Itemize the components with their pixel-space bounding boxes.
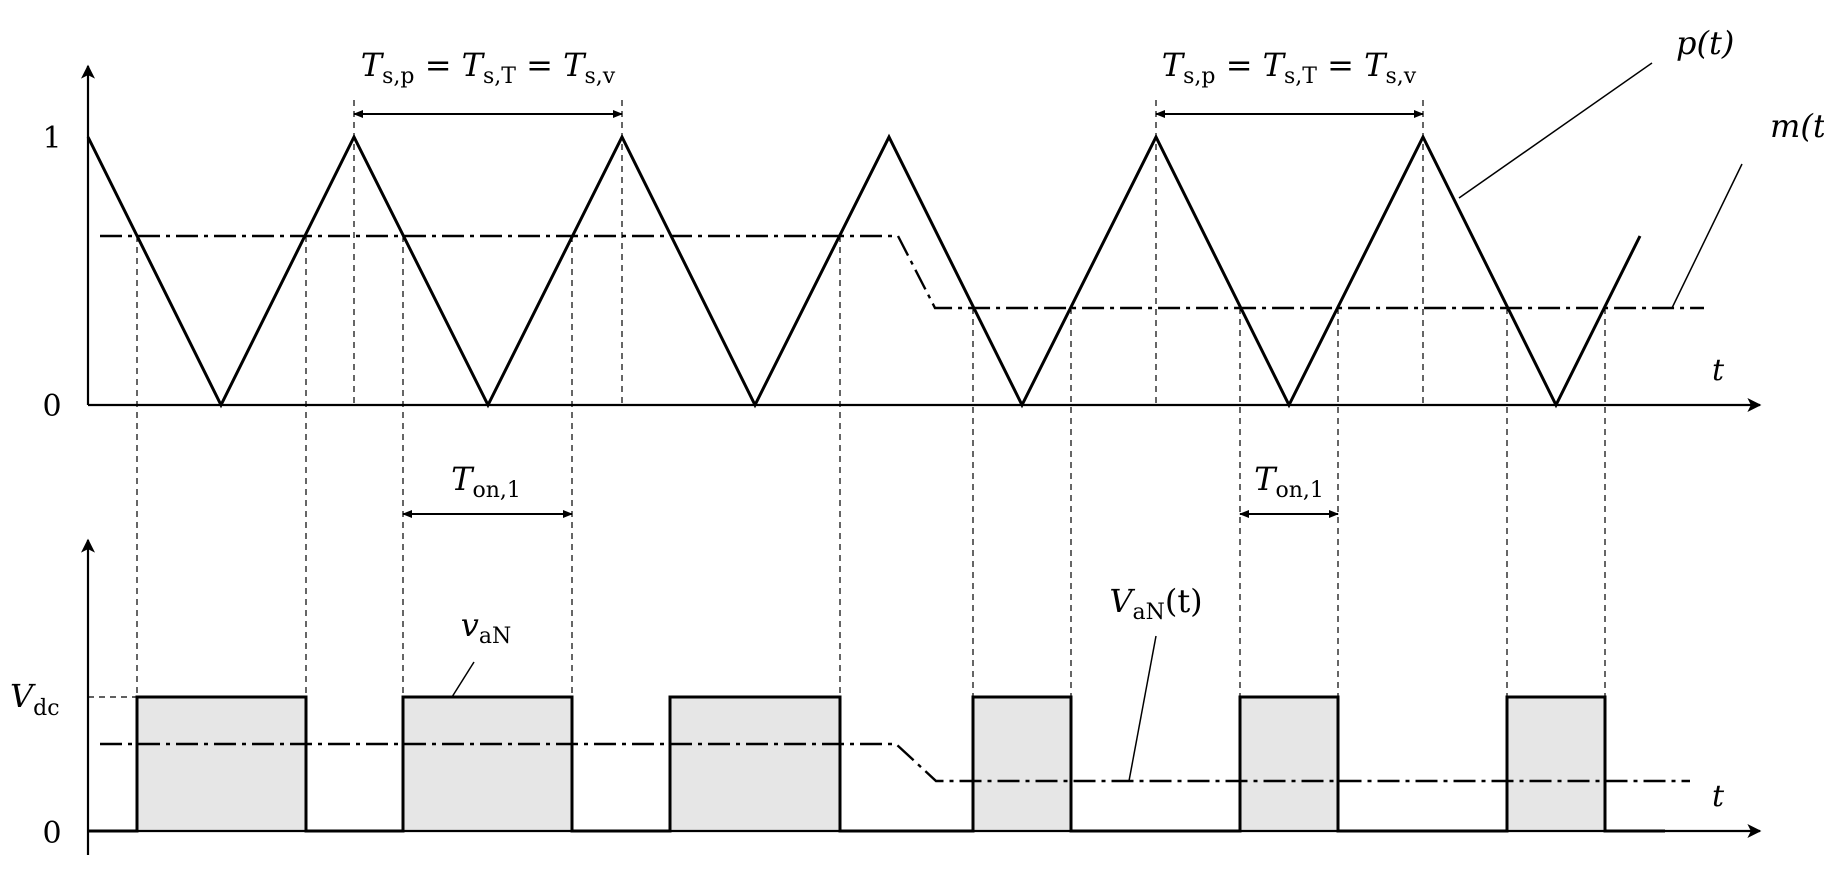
- switching-waveform: [88, 695, 1665, 833]
- ton-label-right: Ton,1: [1254, 460, 1324, 503]
- switching-pulses: [137, 697, 1605, 831]
- modulation-waveform: [100, 234, 1704, 310]
- pulse-4: [973, 697, 1071, 831]
- period-label-right: Ts,p = Ts,T = Ts,v: [1162, 46, 1417, 89]
- switching-label: vaN: [461, 606, 511, 649]
- leader-lines: [451, 62, 1743, 782]
- ton-label-left: Ton,1: [451, 460, 521, 503]
- switching-leader: [451, 661, 475, 698]
- carrier-label: p(t): [1676, 24, 1734, 62]
- average-label: VaN(t): [1109, 582, 1202, 625]
- bottom-y-tick-zero: 0: [42, 816, 61, 851]
- pulse-3: [670, 697, 840, 831]
- dimension-arrows: [353, 110, 1424, 518]
- top-y-tick-one: 1: [42, 121, 61, 156]
- pulse-1: [137, 697, 306, 831]
- bottom-t-label: t: [1712, 779, 1725, 814]
- average-leader: [1128, 635, 1157, 782]
- top-t-label: t: [1712, 353, 1725, 388]
- carrier-waveform: [86, 133, 1642, 409]
- pulse-2: [403, 697, 572, 831]
- modulation-leader: [1671, 163, 1743, 309]
- period-label-left: Ts,p = Ts,T = Ts,v: [361, 46, 616, 89]
- top-y-tick-zero: 0: [42, 389, 61, 424]
- projection-lines: [88, 100, 1606, 698]
- average-waveform: [100, 742, 1690, 783]
- modulation-label: m(t): [1770, 107, 1824, 145]
- pulse-6: [1507, 697, 1605, 831]
- carrier-leader: [1458, 62, 1653, 199]
- bottom-y-tick-vdc: Vdc: [10, 677, 60, 721]
- pulse-5: [1240, 697, 1338, 831]
